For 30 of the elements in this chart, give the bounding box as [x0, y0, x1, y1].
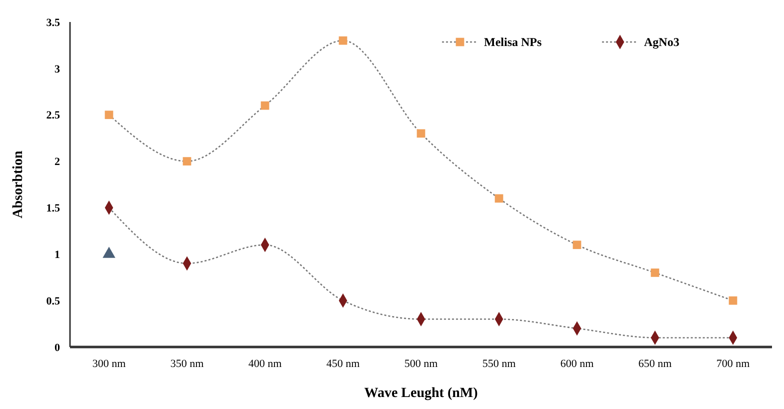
x-tick-label: 350 nm	[170, 358, 204, 370]
y-tick-label: 1.5	[46, 202, 60, 215]
legend-label: Melisa NPs	[484, 35, 542, 50]
y-tick-label: 0	[54, 342, 60, 354]
point	[338, 36, 348, 45]
x-tick-label: 600 nm	[560, 358, 594, 370]
x-tick-label: 400 nm	[248, 358, 282, 370]
point	[416, 129, 426, 138]
y-axis-title: Absorbtion	[11, 150, 26, 218]
legend-label: AgNo3	[644, 35, 680, 50]
x-tick-label: 700 nm	[716, 358, 750, 370]
point	[260, 101, 270, 110]
y-tick-label: 0.5	[46, 295, 60, 308]
x-axis-title: Wave Leught (nM)	[364, 386, 478, 401]
y-tick-label: 3	[54, 63, 60, 76]
y-tick-label: 2.5	[46, 110, 60, 122]
point	[728, 296, 738, 305]
point	[104, 110, 114, 120]
point	[494, 194, 504, 203]
y-tick-label: 3.5	[46, 16, 60, 29]
y-tick-label: 1	[54, 248, 60, 261]
x-tick-label: 650 nm	[638, 358, 672, 370]
point	[572, 240, 582, 250]
x-tick-label: 550 nm	[482, 358, 516, 370]
x-tick-label: 450 nm	[326, 358, 360, 370]
x-tick-label: 500 nm	[404, 358, 438, 370]
point	[650, 268, 660, 277]
y-tick-label: 2	[54, 156, 60, 168]
x-tick-label: 300 nm	[92, 358, 126, 370]
point	[182, 157, 192, 166]
